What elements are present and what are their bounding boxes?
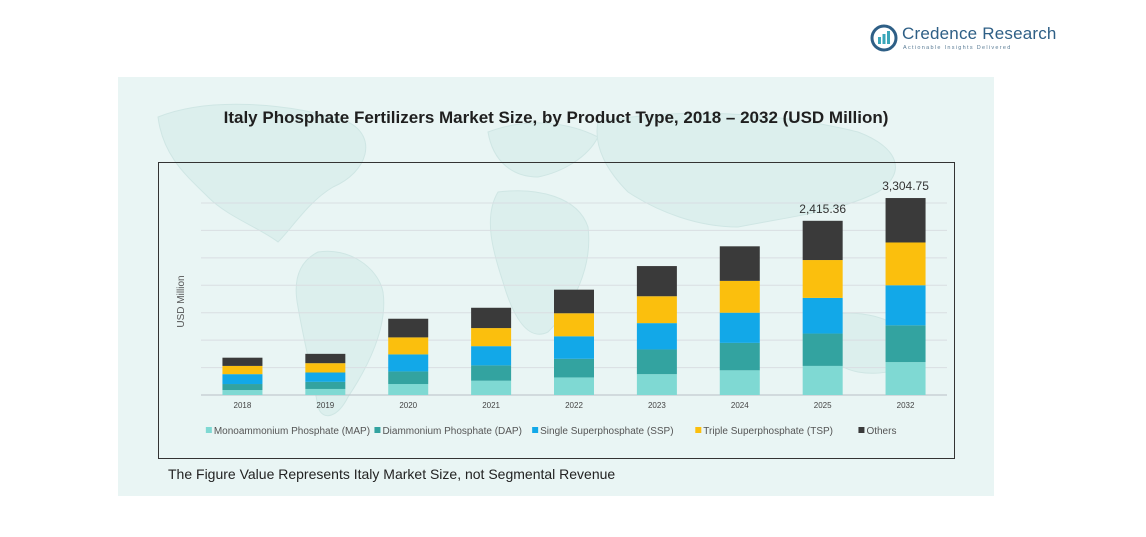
- bar-segment: [388, 318, 429, 338]
- bar-segment: [802, 365, 843, 395]
- legend-label: Others: [866, 426, 896, 437]
- x-tick-label: 2025: [814, 401, 832, 410]
- bar-segment: [802, 260, 843, 298]
- legend-label: Monoammonium Phosphate (MAP): [214, 426, 370, 437]
- bar-segment: [636, 323, 677, 350]
- bar-segment: [222, 374, 263, 385]
- footnote: The Figure Value Represents Italy Market…: [168, 466, 616, 482]
- credence-logo-icon: [870, 24, 898, 52]
- x-tick-label: 2020: [399, 401, 417, 410]
- bar-segment: [388, 384, 429, 395]
- bar-segment: [388, 371, 429, 385]
- bar-segment: [719, 246, 760, 281]
- legend-label: Single Superphosphate (SSP): [540, 426, 673, 437]
- bar-segment: [222, 384, 263, 391]
- bar-segment: [802, 297, 843, 334]
- bar-segment: [388, 337, 429, 355]
- bar-segment: [222, 390, 263, 395]
- bar-segment: [554, 313, 594, 337]
- x-tick-label: 2018: [234, 401, 252, 410]
- bar-segment: [885, 285, 926, 326]
- bar-segment: [802, 333, 843, 366]
- legend-label: Diammonium Phosphate (DAP): [382, 426, 522, 437]
- legend-swatch: [532, 427, 539, 433]
- data-label: 3,304.75: [882, 179, 929, 193]
- brand-logo: Credence Research Actionable Insights De…: [870, 22, 1060, 56]
- bar-segment: [885, 242, 926, 286]
- x-tick-label: 2024: [731, 401, 749, 410]
- brand-name: Credence Research: [902, 24, 1057, 43]
- chart-title: Italy Phosphate Fertilizers Market Size,…: [223, 108, 889, 127]
- bar-segment: [305, 388, 346, 395]
- chart-panel: Italy Phosphate Fertilizers Market Size,…: [118, 77, 994, 496]
- bar-segment: [222, 365, 263, 375]
- bar-segment: [719, 370, 760, 395]
- x-tick-label: 2032: [897, 401, 915, 410]
- bar-segment: [885, 325, 926, 363]
- bar-segment: [388, 354, 429, 372]
- bar-segment: [554, 289, 594, 314]
- brand-tagline: Actionable Insights Delivered: [903, 45, 1012, 51]
- bar-segment: [222, 357, 263, 366]
- bar-segment: [636, 374, 677, 395]
- bar-segment: [636, 349, 677, 375]
- bar-segment: [305, 353, 346, 364]
- bar-segment: [554, 377, 594, 395]
- bar-segment: [305, 372, 346, 382]
- legend-label: Triple Superphosphate (TSP): [703, 426, 833, 437]
- bar-segment: [471, 380, 512, 395]
- bar-segment: [885, 362, 926, 395]
- bar-segment: [802, 220, 843, 261]
- bar-segment: [305, 363, 346, 373]
- bar-segment: [554, 336, 594, 359]
- bar-segment: [554, 358, 594, 378]
- plot-frame: USD Million 2018 2019 2020 2021 2022 2023 2024 2…: [158, 162, 955, 459]
- legend-swatch: [695, 427, 702, 433]
- data-label: 2,415.36: [799, 202, 846, 216]
- x-tick-label: 2021: [482, 401, 500, 410]
- bar-segment: [471, 365, 512, 381]
- legend-swatch: [205, 427, 212, 433]
- legend-swatch: [858, 427, 865, 433]
- bar-segment: [885, 198, 926, 243]
- bar-segment: [471, 328, 512, 347]
- x-tick-label: 2023: [648, 401, 666, 410]
- bar-segment: [471, 346, 512, 366]
- x-tick-label: 2019: [316, 401, 334, 410]
- stacked-bar-chart: USD Million 2018 2019 2020 2021 2022 2023 2024 2…: [176, 179, 947, 437]
- x-tick-label: 2022: [565, 401, 583, 410]
- y-axis-label: USD Million: [176, 275, 187, 327]
- bar-segment: [471, 307, 512, 329]
- bar-segment: [719, 280, 760, 313]
- bar-segment: [636, 266, 677, 297]
- bar-segment: [305, 381, 346, 389]
- bar-segment: [636, 296, 677, 324]
- bar-segment: [719, 342, 760, 371]
- bar-segment: [719, 312, 760, 343]
- legend-swatch: [374, 427, 381, 433]
